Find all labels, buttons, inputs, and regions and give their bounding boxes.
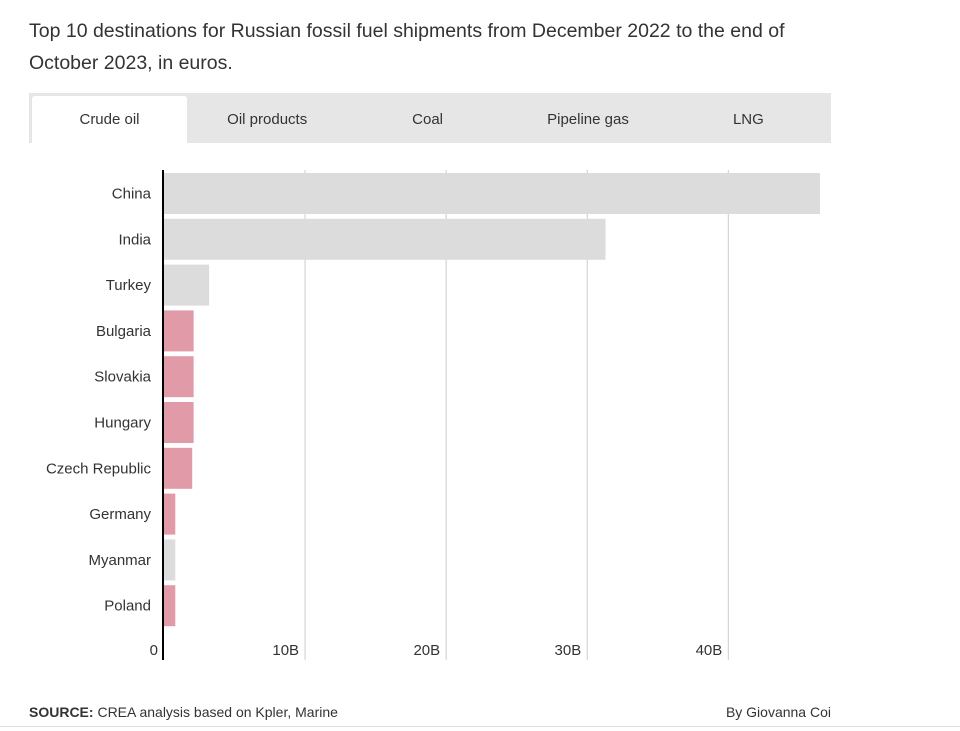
category-label: Germany [89,506,151,523]
bar [164,356,194,398]
byline: By Giovanna Coi [725,704,831,720]
bar [164,264,210,306]
x-tick-label: 10B [272,642,299,659]
source-label: SOURCE: [29,704,94,720]
x-tick-labels: 0 10B 20B 30B 40B [150,642,723,659]
category-label: Czech Republic [46,460,152,477]
category-label: Hungary [94,415,151,432]
chart-headline: Top 10 destinations for Russian fossil f… [29,20,785,74]
tab-oil-products[interactable]: Oil products [227,111,308,128]
tab-crude-oil[interactable]: Crude oil [32,96,187,143]
category-label: Myanmar [88,552,151,569]
x-tick-label: 40B [696,642,723,659]
category-label: Turkey [106,277,152,294]
bar [164,447,193,489]
x-tick-label: 30B [555,642,582,659]
bottom-divider [0,726,960,727]
tab-coal[interactable]: Coal [412,111,444,128]
source-note: SOURCE: CREA analysis based on Kpler, Ma… [29,704,338,720]
bar [164,402,194,443]
bar [164,585,176,627]
bar [164,493,176,535]
category-label: Poland [104,598,151,615]
footer: SOURCE: CREA analysis based on Kpler, Ma… [29,704,831,720]
category-labels: China India Turkey Bulgaria Slovakia Hungary C… [46,186,152,615]
fuel-type-tabs: Crude oil Oil products Coal Pipeline gas… [29,93,831,143]
source-text: CREA analysis based on Kpler, Marine [93,704,338,720]
bar [164,218,606,260]
category-label: Slovakia [94,369,151,386]
category-label: India [118,231,151,248]
category-label: Bulgaria [96,323,152,340]
x-tick-label: 20B [413,642,440,659]
bars [164,173,820,627]
x-tick-label: 0 [150,642,158,659]
tab-pipeline-gas[interactable]: Pipeline gas [547,111,629,128]
tab-lng[interactable]: LNG [732,111,764,128]
bar [164,310,194,352]
bar [164,173,820,214]
bar [164,539,176,581]
category-label: China [112,186,152,203]
bar-chart: China India Turkey Bulgaria Slovakia Hungary C… [46,170,820,660]
